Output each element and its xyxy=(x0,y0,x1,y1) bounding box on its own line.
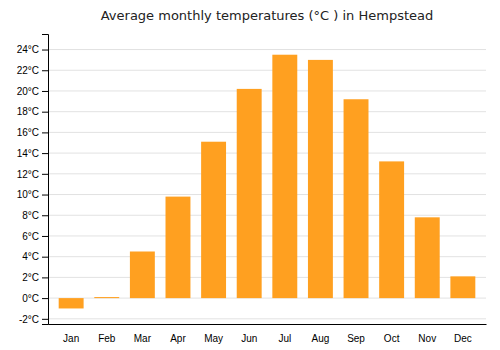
x-tick: Apr xyxy=(170,333,186,344)
grid-line xyxy=(48,215,486,216)
y-tick-label: 8°C xyxy=(22,210,39,221)
y-tick: 16°C xyxy=(17,127,48,138)
y-tick-label: 14°C xyxy=(17,148,39,159)
y-tick-label: 10°C xyxy=(17,189,39,200)
x-tick-label: Mar xyxy=(134,333,152,344)
x-tick: Jun xyxy=(241,333,257,344)
x-tick: Feb xyxy=(98,333,116,344)
y-tick: 6°C xyxy=(22,231,48,242)
x-tick-label: Jan xyxy=(63,333,79,344)
grid-line xyxy=(48,318,486,319)
grid-line xyxy=(48,132,486,133)
x-tick: Oct xyxy=(384,333,400,344)
y-axis: -2°C 0°C 2°C 4°C 6°C 8°C 10°C 12°C 14°C 16°C 18°C 2… xyxy=(17,35,49,325)
y-tick: 4°C xyxy=(22,251,48,262)
x-tick-label: May xyxy=(204,333,223,344)
x-tick-label: Oct xyxy=(384,333,400,344)
y-tick-mark xyxy=(42,91,48,92)
chart-container: -2°C 0°C 2°C 4°C 6°C 8°C 10°C 12°C 14°C 16°C 18°C 2… xyxy=(0,0,500,350)
x-tick-label: Jul xyxy=(278,333,291,344)
x-tick: Jul xyxy=(278,333,291,344)
x-tick-label: Feb xyxy=(98,333,116,344)
grid-line xyxy=(48,194,486,195)
y-tick-mark xyxy=(42,153,48,154)
y-tick-mark xyxy=(42,257,48,258)
grid xyxy=(48,50,486,319)
x-tick-label: Dec xyxy=(454,333,472,344)
title: Average monthly temperatures (°C ) in He… xyxy=(101,8,434,23)
y-tick-mark xyxy=(42,195,48,196)
grid-line xyxy=(48,153,486,154)
chart-svg: -2°C 0°C 2°C 4°C 6°C 8°C 10°C 12°C 14°C 16°C 18°C 2… xyxy=(0,0,500,350)
y-tick-label: 12°C xyxy=(17,169,39,180)
y-tick-label: 4°C xyxy=(22,251,39,262)
y-tick: 0°C xyxy=(22,293,48,304)
y-tick: 18°C xyxy=(17,106,48,117)
bar xyxy=(237,89,262,298)
y-tick-label: 24°C xyxy=(17,44,39,55)
y-tick-mark xyxy=(42,298,48,299)
y-tick-mark xyxy=(42,174,48,175)
y-tick: 20°C xyxy=(17,86,48,97)
bar xyxy=(415,217,440,298)
y-tick-label: 22°C xyxy=(17,65,39,76)
y-tick-label: 6°C xyxy=(22,231,39,242)
grid-line xyxy=(48,90,486,91)
y-tick: 8°C xyxy=(22,210,48,221)
grid-line xyxy=(48,70,486,71)
bar xyxy=(308,60,333,298)
x-tick-label: Sep xyxy=(347,333,365,344)
bar xyxy=(379,161,404,298)
grid-line xyxy=(48,111,486,112)
y-tick-mark xyxy=(42,50,48,51)
bar xyxy=(272,55,297,298)
y-tick-label: 0°C xyxy=(22,293,39,304)
bar xyxy=(94,297,119,298)
y-tick-label: 16°C xyxy=(17,127,39,138)
x-tick: May xyxy=(204,333,223,344)
y-tick-mark xyxy=(42,215,48,216)
bars xyxy=(59,55,476,309)
y-axis-line xyxy=(42,35,49,325)
x-tick: Aug xyxy=(312,333,330,344)
x-tick: Sep xyxy=(347,333,365,344)
y-tick-mark xyxy=(42,277,48,278)
y-tick: 22°C xyxy=(17,65,48,76)
bar xyxy=(344,99,369,298)
y-tick-mark xyxy=(42,319,48,320)
x-axis-line xyxy=(49,324,487,325)
y-tick-mark xyxy=(42,70,48,71)
bar xyxy=(130,252,155,299)
y-tick: 24°C xyxy=(17,44,48,55)
x-tick-label: Apr xyxy=(170,333,186,344)
y-tick: -2°C xyxy=(19,314,48,325)
y-tick: 12°C xyxy=(17,169,48,180)
y-tick-label: -2°C xyxy=(19,314,39,325)
y-tick: 2°C xyxy=(22,272,48,283)
grid-line xyxy=(48,173,486,174)
x-tick-label: Nov xyxy=(418,333,436,344)
grid-line xyxy=(48,49,486,50)
y-tick-label: 18°C xyxy=(17,106,39,117)
y-tick-mark xyxy=(42,112,48,113)
bar xyxy=(450,276,475,298)
x-tick: Mar xyxy=(134,333,152,344)
y-tick-label: 2°C xyxy=(22,272,39,283)
x-tick: Jan xyxy=(63,333,79,344)
bar xyxy=(59,298,84,308)
y-tick-label: 20°C xyxy=(17,86,39,97)
y-tick-mark xyxy=(42,132,48,133)
x-tick-label: Jun xyxy=(241,333,257,344)
x-tick: Nov xyxy=(418,333,436,344)
y-tick-mark xyxy=(42,236,48,237)
y-tick: 10°C xyxy=(17,189,48,200)
x-axis: Jan Feb Mar Apr May Jun Jul Aug Sep Oct Nov Dec xyxy=(49,325,487,345)
x-tick-label: Aug xyxy=(312,333,330,344)
bar xyxy=(201,142,226,298)
x-tick: Dec xyxy=(454,333,472,344)
bar xyxy=(166,197,191,299)
y-tick: 14°C xyxy=(17,148,48,159)
